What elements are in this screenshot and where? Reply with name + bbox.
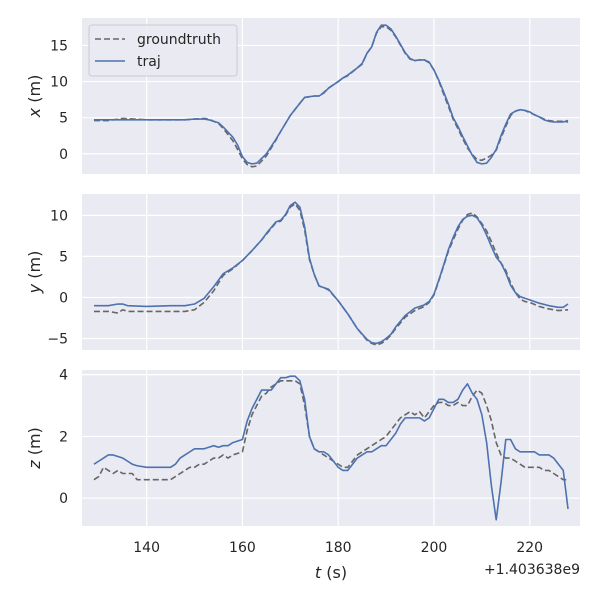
y-tick-label: 5 (59, 249, 68, 265)
series-line-traj (93, 201, 569, 345)
x-tick-label: 200 (421, 540, 448, 556)
plot-area (82, 370, 580, 526)
y-tick-label: 15 (50, 38, 68, 54)
plot-area (82, 194, 580, 350)
y-tick-label: 0 (59, 147, 68, 163)
legend-label-groundtruth: groundtruth (137, 32, 221, 48)
y-tick-label: 2 (59, 429, 68, 445)
x-tick-label: 220 (516, 540, 543, 556)
y-tick-label: 4 (59, 368, 68, 384)
x-tick-label: 180 (325, 540, 352, 556)
legend-label-traj: traj (137, 54, 161, 70)
y-tick-label: 5 (59, 111, 68, 127)
x-axis-label: t (s) (315, 563, 347, 582)
y-axis-label: y (m) (25, 251, 44, 295)
series-line-traj (93, 375, 569, 521)
y-tick-label: 10 (50, 75, 68, 91)
y-axis-label: z (m) (25, 427, 44, 470)
panel-1: 0 5 10 15 x (m) (25, 18, 580, 174)
panel-2: −5 0 5 10 y (m) (25, 194, 580, 350)
y-tick-label: 0 (59, 290, 68, 306)
panel-3: 0 2 4 z (m) 140 160 180 200 220 t (s) (25, 368, 580, 582)
legend: groundtruth traj (88, 24, 238, 77)
y-tick-label: 10 (50, 208, 68, 224)
series-line-groundtruth (93, 203, 569, 346)
y-axis-label: x (m) (25, 75, 44, 119)
series-line-groundtruth (93, 380, 569, 481)
x-tick-label: 160 (229, 540, 256, 556)
series-line-traj (93, 24, 569, 165)
legend-box (88, 24, 238, 77)
x-offset-label: +1.403638e9 (484, 562, 580, 578)
y-tick-label: −5 (47, 332, 68, 348)
y-tick-label: 0 (59, 491, 68, 507)
x-tick-label: 140 (133, 540, 160, 556)
